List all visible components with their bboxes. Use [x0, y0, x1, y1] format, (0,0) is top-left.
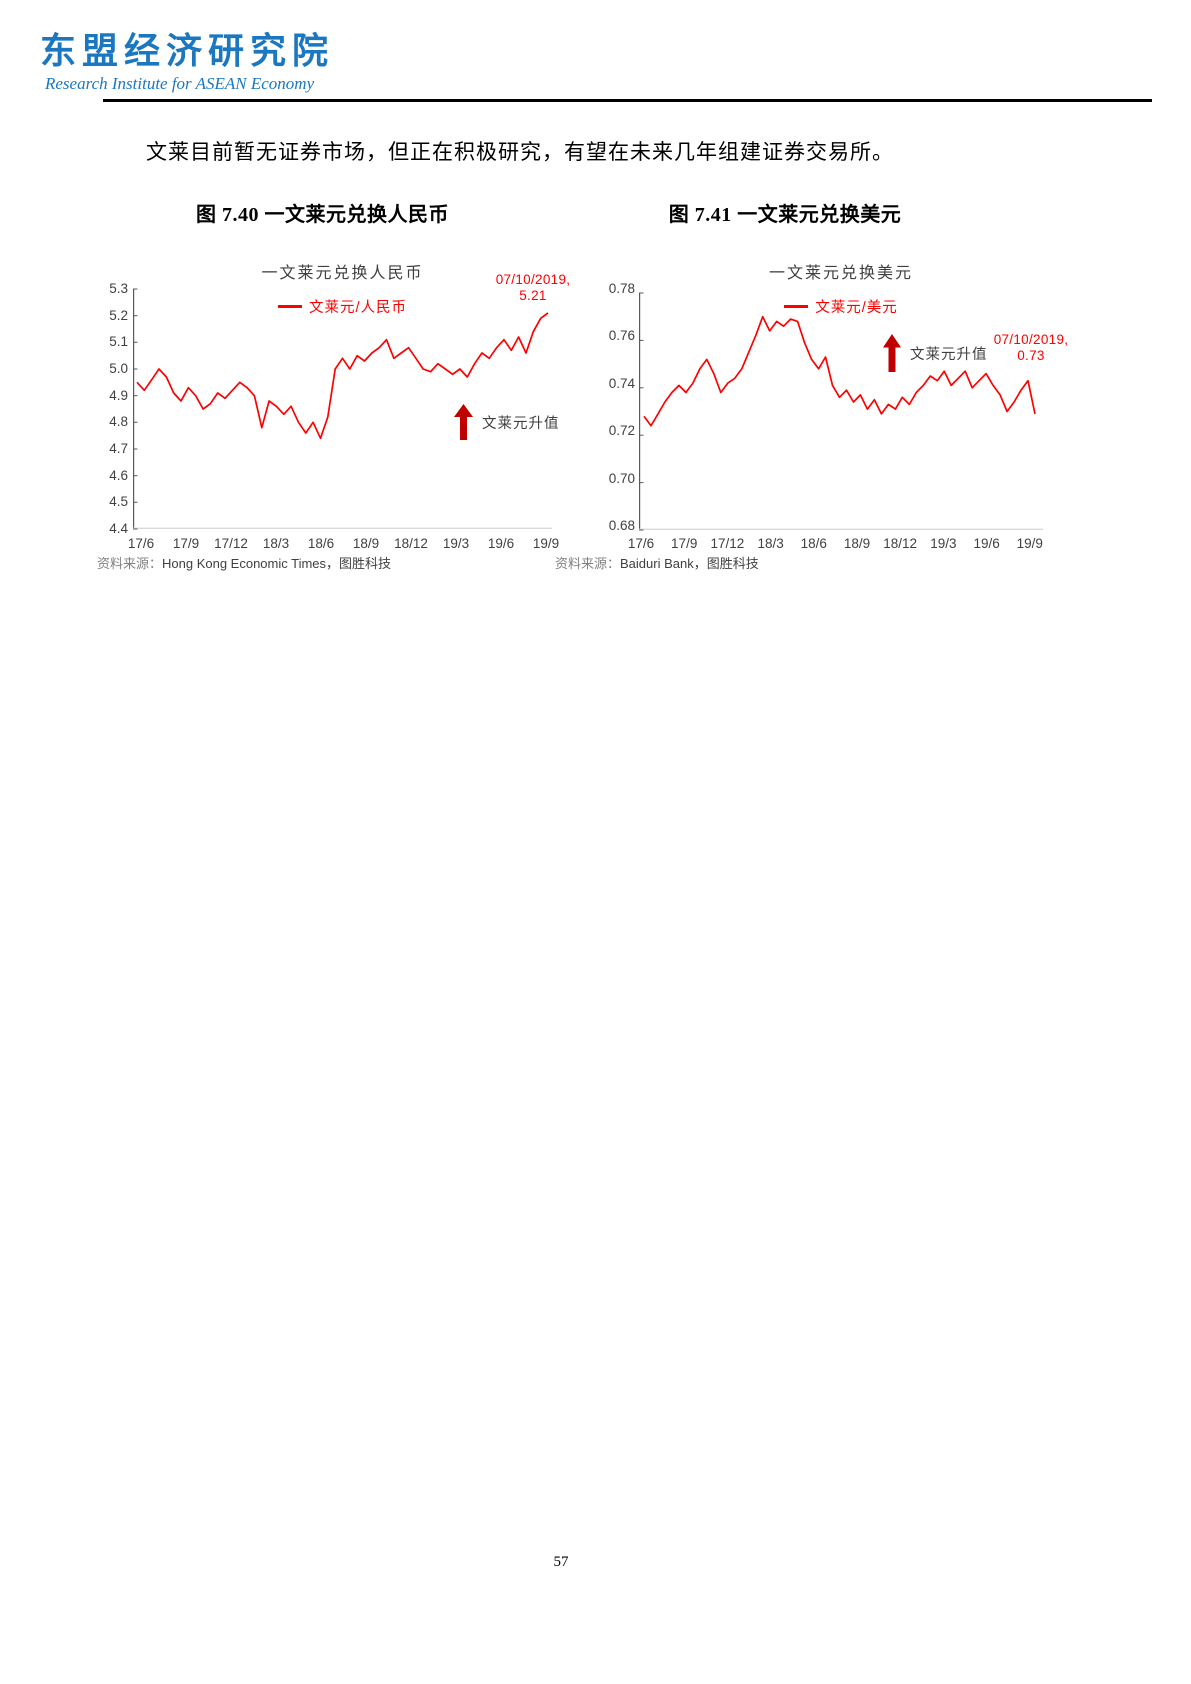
y-axis-tick-label: 4.9 [109, 387, 128, 403]
data-point-callout: 07/10/2019, 0.73 [988, 332, 1074, 364]
org-logo-subtitle: Research Institute for ASEAN Economy [45, 74, 315, 93]
y-axis-tick-label: 0.74 [608, 375, 635, 391]
legend-label: 文莱元/美元 [815, 300, 898, 316]
y-axis-tick-label: 4.5 [109, 494, 128, 510]
chart-title: 一文莱元兑换美元 [768, 265, 913, 282]
callout-date: 07/10/2019, [495, 272, 571, 287]
callout-value: 0.73 [1017, 348, 1045, 363]
chart-legend: 文莱元/人民币 [133, 296, 552, 317]
callout-date: 07/10/2019, [993, 332, 1069, 347]
x-axis-tick-labels: 17/6 17/9 17/12 18/3 18/6 18/9 18/12 19/3 19/6 19… [128, 536, 559, 552]
x-axis-tick-labels: 17/6 17/9 17/12 18/3 18/6 18/9 18/12 19/3 19/6 19… [628, 536, 1043, 552]
figure-caption-7-40: 图 7.40 一文莱元兑换人民币 [196, 204, 449, 226]
legend-line-swatch [277, 305, 302, 308]
chart-legend: 文莱元/美元 [639, 296, 1043, 317]
x-axis-tick-label: 19/3 [442, 536, 470, 551]
series-line [136, 312, 549, 440]
y-axis-tick-label: 0.76 [608, 328, 635, 344]
source-note: 资料来源：Baiduri Bank，图胜科技 [555, 556, 759, 572]
legend-line-swatch [784, 305, 809, 308]
y-axis-tick-label: 5.1 [109, 334, 128, 350]
x-axis-tick-label: 18/9 [843, 536, 871, 551]
y-axis-tick-label: 5.0 [109, 361, 128, 376]
line-plot-area [133, 288, 552, 530]
up-arrow-shape [454, 404, 473, 440]
x-axis-tick-label: 17/6 [127, 536, 155, 551]
y-axis-tick-label: 4.6 [109, 467, 128, 483]
x-axis-tick-label: 18/12 [883, 536, 918, 551]
x-axis-tick-label: 18/6 [800, 536, 827, 551]
x-axis-tick-label: 19/9 [532, 536, 560, 551]
page-number: 57 [553, 1554, 569, 1570]
x-axis-tick-label: 18/9 [352, 536, 380, 551]
y-axis-tick-label: 0.78 [608, 281, 635, 296]
callout-value: 5.21 [519, 288, 547, 303]
x-axis-tick-label: 18/6 [307, 536, 335, 551]
chart-bnd-usd: 一文莱元兑换美元 文莱元/美元 07/10/2019, 0.73 0.78 0.7… [553, 255, 1078, 585]
y-axis-tick-label: 0.72 [608, 423, 635, 439]
x-axis-tick-label: 18/3 [757, 536, 784, 551]
appreciation-note: 文莱元升值 [910, 347, 988, 363]
header-divider [103, 99, 1152, 102]
y-axis-tick-label: 4.8 [109, 414, 128, 430]
source-label: 资料来源： [97, 556, 163, 571]
y-axis-tick-label: 5.3 [109, 281, 128, 296]
y-axis-tick-label: 5.2 [109, 307, 128, 323]
data-point-callout: 07/10/2019, 5.21 [495, 272, 571, 304]
source-label: 资料来源： [555, 556, 621, 571]
up-arrow-icon [883, 334, 901, 372]
x-axis-tick-label: 19/9 [1016, 536, 1043, 551]
source-text: Baiduri Bank，图胜科技 [620, 556, 759, 571]
source-text: Hong Kong Economic Times，图胜科技 [162, 556, 392, 571]
x-axis-tick-label: 17/12 [214, 536, 248, 551]
body-paragraph: 文莱目前暂无证券市场，但正在积极研究，有望在未来几年组建证券交易所。 [146, 140, 894, 164]
y-axis-tick-label: 0.68 [608, 518, 635, 533]
y-axis-tick-label: 4.4 [109, 521, 128, 536]
appreciation-note: 文莱元升值 [482, 416, 560, 432]
x-axis-tick-label: 18/3 [262, 536, 290, 551]
figure-caption-7-41: 图 7.41 一文莱元兑换美元 [668, 204, 902, 226]
up-arrow-shape [883, 334, 901, 372]
x-axis-tick-label: 17/12 [710, 536, 745, 551]
source-note: 资料来源：Hong Kong Economic Times，图胜科技 [97, 556, 391, 572]
line-plot-area [639, 292, 1043, 531]
y-axis-tick-label: 0.70 [608, 470, 635, 486]
x-axis-tick-label: 17/9 [172, 536, 200, 551]
x-axis-tick-label: 19/6 [973, 536, 1000, 551]
x-axis-tick-label: 18/12 [394, 536, 428, 551]
y-axis-tick-label: 4.7 [109, 441, 128, 456]
x-axis-tick-label: 17/9 [671, 536, 698, 551]
x-axis-tick-label: 17/6 [627, 536, 655, 551]
org-logo-title: 东盟经济研究院 [40, 31, 335, 72]
up-arrow-icon [454, 404, 473, 440]
legend-label: 文莱元/人民币 [308, 300, 408, 316]
chart-bnd-cny: 一文莱元兑换人民币 文莱元/人民币 07/10/2019, 5.21 5.3 5.… [95, 255, 570, 585]
chart-title: 一文莱元兑换人民币 [261, 265, 424, 282]
x-axis-tick-label: 19/6 [487, 536, 515, 551]
series-line [643, 315, 1036, 427]
x-axis-tick-label: 19/3 [930, 536, 957, 551]
